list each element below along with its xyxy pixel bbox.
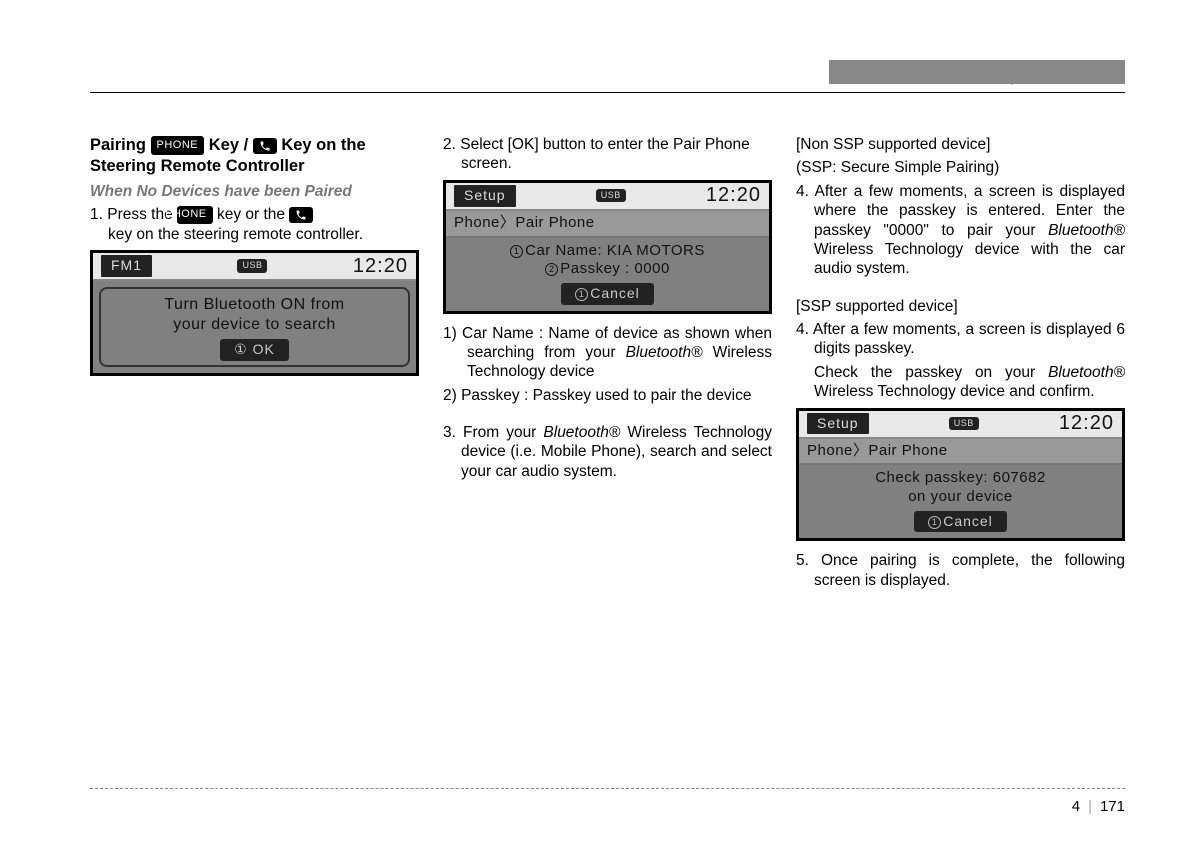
call-icon <box>253 138 277 154</box>
title-part-1: Pairing <box>90 136 151 154</box>
step-5: 5. Once pairing is complete, the followi… <box>796 551 1125 590</box>
header-title: Features of your vehicle <box>906 60 1125 86</box>
lcd1-mode: FM1 <box>101 255 152 277</box>
lcd2-usb-icon: USB <box>596 189 626 202</box>
lcd3-body: Check passkey: 607682 on your device 1Ca… <box>799 465 1122 538</box>
lcd2-topbar: Setup USB 12:20 <box>446 183 769 211</box>
chapter-number: 4 <box>1072 798 1080 815</box>
step4b-bluetooth: Bluetooth® <box>1048 364 1125 381</box>
step-2: 2. Select [OK] button to enter the Pair … <box>443 135 772 174</box>
lcd3-line1: Check passkey: 607682 <box>803 469 1118 488</box>
page-header: Features of your vehicle <box>90 60 1125 93</box>
column-2: 2. Select [OK] button to enter the Pair … <box>443 135 772 594</box>
step4b-c: Wireless Technology device and confirm. <box>814 383 1095 400</box>
step4b-b: Check the passkey on your <box>814 364 1048 381</box>
step-4b-2: Check the passkey on your Bluetooth® Wir… <box>796 363 1125 402</box>
lcd3-cancel-button: 1Cancel <box>914 511 1007 533</box>
page-footer: 4 | 171 <box>1072 798 1125 815</box>
lcd2-line1: 1Car Name: KIA MOTORS <box>450 242 765 261</box>
step-1: 1. Press the PHONE key or the key on the… <box>90 205 419 244</box>
step1-a: 1. Press the <box>90 206 177 223</box>
lcd3-time: 12:20 <box>1059 411 1114 436</box>
column-3: [Non SSP supported device] (SSP: Secure … <box>796 135 1125 594</box>
lcd2-breadcrumb: Phone〉Pair Phone <box>446 211 769 238</box>
note1-bluetooth: Bluetooth® <box>626 344 703 361</box>
footer-rule <box>90 788 1125 789</box>
column-1: Pairing PHONE Key / Key on the Steering … <box>90 135 419 594</box>
step4a-b: Wireless Technology device with the car … <box>814 241 1125 277</box>
ssp-head: [SSP supported device] <box>796 297 1125 316</box>
lcd3-mode: Setup <box>807 413 869 435</box>
non-ssp-head: [Non SSP supported device] <box>796 135 1125 154</box>
section-title: Pairing PHONE Key / Key on the Steering … <box>90 135 419 178</box>
lcd-screen-1: FM1 USB 12:20 Turn Bluetooth ON from you… <box>90 250 419 376</box>
footer-separator: | <box>1088 798 1092 815</box>
circ-w-1: 1 <box>575 288 588 301</box>
page-number: 171 <box>1100 798 1125 815</box>
lcd1-line2: your device to search <box>105 315 404 335</box>
subheading: When No Devices have been Paired <box>90 182 419 201</box>
lcd1-usb-icon: USB <box>237 259 267 272</box>
circ-1: 1 <box>510 245 523 258</box>
lcd2-body: 1Car Name: KIA MOTORS 2Passkey : 0000 1C… <box>446 238 769 311</box>
call-icon-inline <box>289 207 313 223</box>
lcd1-topbar: FM1 USB 12:20 <box>93 253 416 281</box>
lcd2-mode: Setup <box>454 185 516 207</box>
lcd3-line2: on your device <box>803 488 1118 507</box>
step3-bluetooth: Bluetooth® <box>543 424 620 441</box>
lcd-screen-2: Setup USB 12:20 Phone〉Pair Phone 1Car Na… <box>443 180 772 314</box>
lcd1-ok-button: ① OK <box>220 339 289 361</box>
phone-badge: PHONE <box>151 136 205 154</box>
step3-a: 3. From your <box>443 424 543 441</box>
header-rule <box>90 92 1125 93</box>
lcd1-line1: Turn Bluetooth ON from <box>105 295 404 315</box>
lcd3-topbar: Setup USB 12:20 <box>799 411 1122 439</box>
circ-2: 2 <box>545 263 558 276</box>
step-4a: 4. After a few moments, a screen is disp… <box>796 182 1125 279</box>
lcd3-breadcrumb: Phone〉Pair Phone <box>799 439 1122 466</box>
step-3: 3. From your Bluetooth® Wireless Technol… <box>443 423 772 481</box>
lcd3-btn-text: Cancel <box>943 513 993 529</box>
step-4b-1: 4. After a few moments, a screen is disp… <box>796 320 1125 359</box>
lcd2-line2-text: Passkey : 0000 <box>560 260 670 277</box>
lcd2-time: 12:20 <box>706 183 761 208</box>
lcd2-btn-text: Cancel <box>590 285 640 301</box>
lcd-screen-3: Setup USB 12:20 Phone〉Pair Phone Check p… <box>796 408 1125 542</box>
step1-c: key on the steering remote controller. <box>108 225 419 244</box>
note-1: 1) Car Name : Name of device as shown wh… <box>443 324 772 382</box>
lcd1-time: 12:20 <box>353 254 408 279</box>
lcd1-body: Turn Bluetooth ON from your device to se… <box>93 281 416 373</box>
step4a-bluetooth: Bluetooth® <box>1048 222 1125 239</box>
circ-w-2: 1 <box>928 516 941 529</box>
lcd2-line1-text: Car Name: KIA MOTORS <box>525 242 705 259</box>
lcd1-dialog: Turn Bluetooth ON from your device to se… <box>99 287 410 367</box>
ssp-explain: (SSP: Secure Simple Pairing) <box>796 158 1125 177</box>
step1-b: key or the <box>213 206 290 223</box>
lcd2-line2: 2Passkey : 0000 <box>450 260 765 279</box>
note-2: 2) Passkey : Passkey used to pair the de… <box>443 386 772 405</box>
phone-badge-inline: PHONE <box>177 206 213 224</box>
lcd2-cancel-button: 1Cancel <box>561 283 654 305</box>
lcd3-usb-icon: USB <box>949 417 979 430</box>
title-part-2: Key / <box>204 136 253 154</box>
